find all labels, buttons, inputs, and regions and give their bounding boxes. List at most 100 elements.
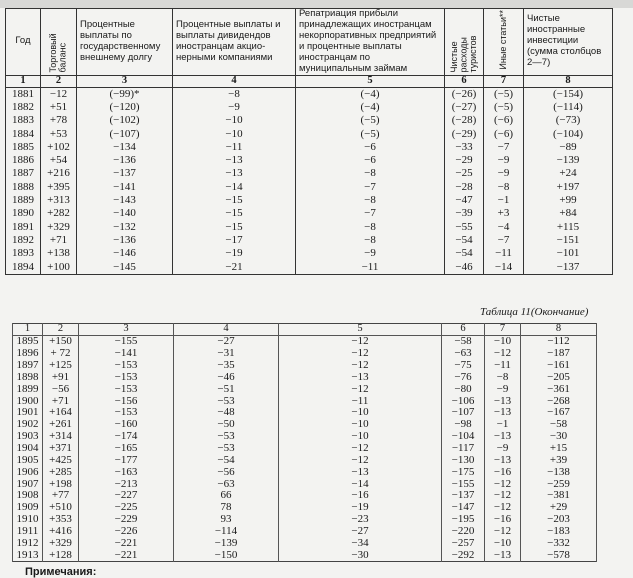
value-cell: −221 <box>78 537 174 550</box>
value-cell: −13 <box>172 167 296 181</box>
year-cell: 1888 <box>5 180 41 194</box>
table-row: 1900 +71 −156 −53 −11 −106 −13 −268 <box>12 395 597 408</box>
value-cell: −381 <box>520 489 597 502</box>
year-cell: 1898 <box>12 371 43 384</box>
value-cell: (−104) <box>523 127 613 141</box>
value-cell: −104 <box>441 430 485 443</box>
value-cell: +416 <box>42 525 79 538</box>
table-row: 1902 +261 −160 −50 −10 −98 −1 −58 <box>12 418 597 431</box>
table-row: 1890 +282 −140 −15 −7 −39 +3 +84 <box>5 207 613 221</box>
table-row: 1892 +71 −136 −17 −8 −54 −7 −151 <box>5 233 613 248</box>
value-cell: −137 <box>76 167 173 181</box>
value-cell: +128 <box>42 549 79 562</box>
year-cell: 1891 <box>5 220 41 234</box>
value-cell: −136 <box>76 154 173 168</box>
value-cell: −130 <box>441 454 485 467</box>
value-cell: −46 <box>173 371 279 384</box>
value-cell: −151 <box>523 233 613 248</box>
value-cell: 93 <box>173 513 279 526</box>
value-cell: −138 <box>520 466 597 479</box>
column-number: 3 <box>78 323 174 336</box>
value-cell: −203 <box>520 513 597 526</box>
value-cell: −137 <box>441 489 485 502</box>
value-cell: −17 <box>172 233 296 248</box>
value-cell: (−5) <box>483 100 524 115</box>
table-caption: Таблица 11(Окончание) <box>480 306 589 318</box>
table-row: 1911 +416 −226 −114 −27 −220 −12 −183 <box>12 525 597 538</box>
value-cell: −141 <box>76 180 173 194</box>
value-cell: +138 <box>40 247 77 261</box>
value-cell: +51 <box>40 100 77 115</box>
table-row: 1898 +91 −153 −46 −13 −76 −8 −205 <box>12 371 597 384</box>
value-cell: −332 <box>520 537 597 550</box>
table-row: 1906 +285 −163 −56 −13 −175 −16 −138 <box>12 466 597 479</box>
value-cell: −167 <box>520 407 597 419</box>
value-cell: −14 <box>172 180 296 194</box>
value-cell: −8 <box>295 167 445 181</box>
value-cell: −143 <box>76 193 173 208</box>
value-cell: −165 <box>78 442 174 455</box>
value-cell: −30 <box>278 549 442 562</box>
value-cell: −12 <box>278 335 442 348</box>
value-cell: +100 <box>40 260 77 275</box>
value-cell: −13 <box>172 154 296 168</box>
table-row: 1904 +371 −165 −53 −12 −117 −9 +15 <box>12 442 597 455</box>
value-cell: 78 <box>173 501 279 514</box>
value-cell: −153 <box>78 383 174 396</box>
value-cell: −13 <box>484 549 521 562</box>
year-cell: 1882 <box>5 100 41 115</box>
value-cell: −107 <box>441 407 485 419</box>
year-cell: 1892 <box>5 233 41 248</box>
value-cell: −19 <box>278 501 442 514</box>
value-cell: −153 <box>78 407 174 419</box>
value-cell: −195 <box>441 513 485 526</box>
value-cell: −29 <box>444 154 484 168</box>
value-cell: +282 <box>40 207 77 221</box>
value-cell: −213 <box>78 478 174 490</box>
year-cell: 1885 <box>5 140 41 155</box>
value-cell: −175 <box>441 466 485 479</box>
value-cell: +39 <box>520 454 597 467</box>
value-cell: −76 <box>441 371 485 384</box>
year-cell: 1910 <box>12 513 43 526</box>
header-net-investment: Чистые иностранные инвестиции (сумма сто… <box>523 8 613 76</box>
value-cell: −34 <box>278 537 442 550</box>
table-row: 1887 +216 −137 −13 −8 −25 −9 +24 <box>5 167 613 181</box>
value-cell: −117 <box>441 442 485 455</box>
header-year: Год <box>5 8 41 76</box>
value-cell: −155 <box>78 335 174 348</box>
year-cell: 1906 <box>12 466 43 479</box>
year-cell: 1883 <box>5 114 41 128</box>
value-cell: (−6) <box>483 127 524 141</box>
value-cell: −19 <box>172 247 296 261</box>
value-cell: −15 <box>172 193 296 208</box>
value-cell: −23 <box>278 513 442 526</box>
value-cell: −160 <box>78 418 174 431</box>
table-row: 1905 +425 −177 −54 −12 −130 −13 +39 <box>12 454 597 467</box>
year-cell: 1908 <box>12 489 43 502</box>
value-cell: +102 <box>40 140 77 155</box>
table-row: 1885 +102 −134 −11 −6 −33 −7 −89 <box>5 140 613 155</box>
value-cell: −10 <box>172 127 296 141</box>
header-row: Год Торговый баланс Процентные выплаты п… <box>5 8 613 76</box>
value-cell: −361 <box>520 383 597 396</box>
table-row: 1882 +51 (−120) −9 (−4) (−27) (−5) (−114) <box>5 100 613 115</box>
year-cell: 1896 <box>12 347 43 360</box>
value-cell: (−4) <box>295 87 445 101</box>
value-cell: −139 <box>523 154 613 168</box>
value-cell: −12 <box>40 87 77 101</box>
value-cell: −56 <box>173 466 279 479</box>
value-cell: −1 <box>484 418 521 431</box>
value-cell: −10 <box>484 537 521 550</box>
value-cell: −8 <box>295 233 445 248</box>
value-cell: −35 <box>173 359 279 372</box>
value-cell: −12 <box>484 501 521 514</box>
investment-table-1895-1913: 1 2 3 4 5 6 7 8 1895 +150 −155 −27 −12 −58 −10 −112 1896… <box>12 323 597 563</box>
value-cell: −63 <box>173 478 279 490</box>
value-cell: (−114) <box>523 100 613 115</box>
header-other: Иные статьи** <box>483 8 524 76</box>
value-cell: −259 <box>520 478 597 490</box>
value-cell: (−5) <box>295 127 445 141</box>
value-cell: −54 <box>444 233 484 248</box>
year-cell: 1897 <box>12 359 43 372</box>
